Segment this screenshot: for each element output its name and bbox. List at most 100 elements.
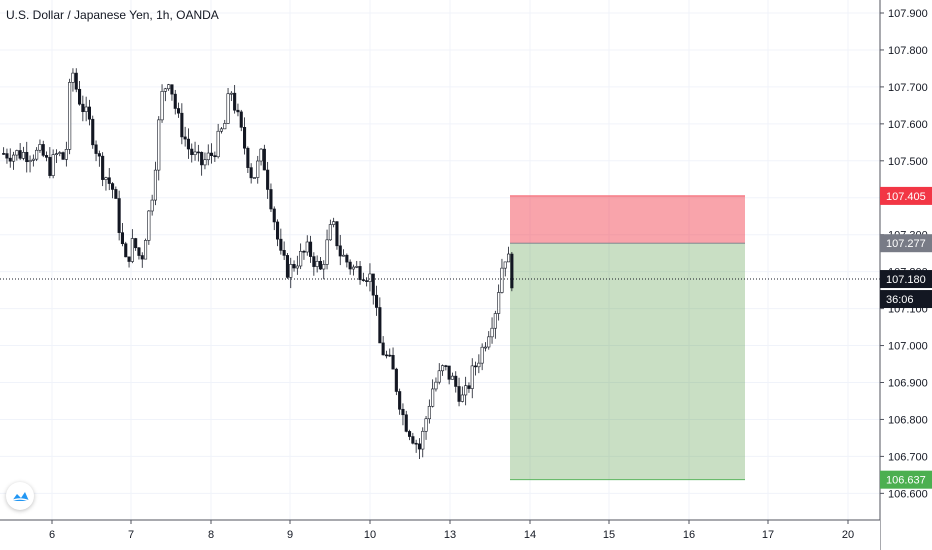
candle-body	[454, 375, 458, 387]
candle-body	[15, 150, 19, 156]
candle-body	[262, 148, 266, 171]
price-tick-label: 107.600	[888, 119, 928, 131]
candle-body	[338, 245, 342, 257]
candle-body	[378, 307, 382, 344]
candle-body	[203, 159, 207, 166]
candle-body	[348, 261, 352, 270]
time-tick-label: 15	[603, 529, 615, 541]
candle-body	[12, 154, 16, 162]
candle-body	[388, 354, 392, 357]
stop-loss-label: 107.405	[886, 191, 926, 203]
candle-body	[229, 92, 233, 95]
candle-body	[477, 362, 481, 368]
candle-body	[480, 346, 484, 364]
price-tick-label: 107.000	[888, 341, 928, 353]
candle-body	[206, 152, 210, 161]
candle-body	[127, 256, 131, 262]
candle-body	[341, 254, 346, 257]
price-tick-label: 106.800	[888, 414, 928, 426]
candle-body	[259, 148, 263, 162]
candle-body	[483, 346, 488, 349]
time-axis: 6 7 8 9 10 13 14 15 16 17 20	[0, 519, 880, 550]
candle-body	[302, 250, 306, 253]
candle-body	[285, 255, 290, 278]
time-tick-label: 9	[287, 529, 293, 541]
candle-body	[447, 365, 451, 380]
candle-body	[351, 266, 356, 270]
price-tick-label: 107.900	[888, 8, 928, 20]
price-tick-label: 107.500	[888, 156, 928, 168]
candle-body	[163, 88, 167, 92]
candle-body	[167, 84, 171, 90]
candle-body	[295, 265, 299, 269]
candle-body	[279, 238, 283, 251]
candle-body	[470, 365, 474, 389]
stop-loss-zone	[510, 195, 745, 244]
candle-body	[51, 154, 55, 176]
candle-body	[157, 119, 161, 171]
candle-body	[272, 208, 276, 223]
candle-body	[144, 240, 148, 260]
candle-body	[490, 327, 494, 338]
price-tick-label: 107.800	[888, 45, 928, 57]
time-tick-label: 6	[49, 529, 55, 541]
candle-body	[64, 149, 68, 160]
candle-body	[111, 183, 115, 190]
current-price-label: 107.180	[886, 274, 926, 286]
candle-body	[5, 153, 9, 159]
candle-body	[275, 221, 280, 240]
candle-body	[104, 177, 108, 180]
time-tick-label: 16	[683, 529, 695, 541]
entry-label-bg	[880, 234, 932, 253]
candle-body	[332, 221, 336, 225]
candle-body	[210, 152, 214, 156]
candle-body	[404, 414, 408, 432]
tradingview-cloud-icon	[10, 492, 30, 502]
candle-body	[190, 148, 194, 156]
time-tick-label: 8	[208, 529, 214, 541]
candle-body	[312, 256, 316, 267]
candle-body	[269, 189, 273, 210]
candle-body	[345, 254, 349, 263]
candle-body	[137, 247, 141, 256]
candle-body	[124, 243, 128, 258]
candle-body	[318, 260, 323, 270]
candle-body	[391, 355, 395, 370]
candle-body	[35, 149, 39, 160]
candle-body	[305, 241, 309, 253]
candle-body	[464, 385, 468, 396]
candle-body	[186, 138, 190, 150]
candle-body	[114, 189, 118, 199]
candle-body	[183, 136, 187, 140]
take-profit-label-bg	[880, 470, 932, 489]
candle-body	[94, 144, 98, 154]
candle-body	[223, 123, 227, 130]
candle-body	[170, 84, 174, 95]
candle-body	[252, 177, 256, 179]
candle-body	[289, 264, 293, 278]
candle-body	[500, 267, 504, 293]
candle-body	[299, 250, 303, 267]
candle-body	[216, 130, 220, 158]
tradingview-logo[interactable]	[6, 482, 34, 510]
time-tick-label: 7	[128, 529, 134, 541]
candle-body	[355, 266, 359, 268]
time-tick-label: 20	[842, 529, 854, 541]
candle-body	[31, 158, 35, 161]
candle-body	[2, 153, 6, 155]
candle-body	[365, 280, 369, 282]
candle-body	[219, 128, 223, 132]
candle-body	[193, 151, 197, 156]
candle-body	[308, 241, 313, 257]
candle-body	[8, 157, 12, 162]
candle-body	[61, 152, 65, 160]
candle-body	[506, 253, 511, 263]
candle-body	[134, 238, 138, 249]
candle-body	[411, 436, 415, 444]
candle-body	[440, 365, 445, 372]
position-zones	[510, 195, 745, 481]
candle-body	[437, 370, 441, 383]
candle-body	[431, 388, 435, 407]
take-profit-label: 106.637	[886, 475, 926, 487]
